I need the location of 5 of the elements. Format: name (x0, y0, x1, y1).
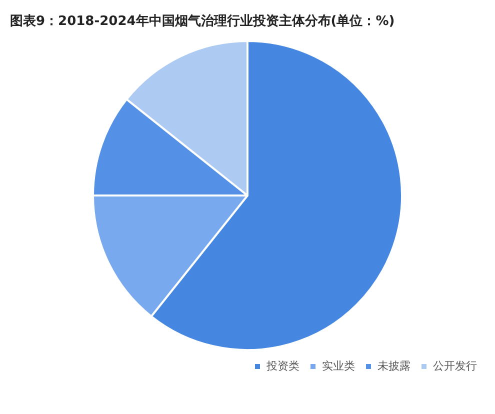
chart-title: 图表9：2018-2024年中国烟气治理行业投资主体分布(单位：%) (9, 12, 396, 31)
legend-label: 未披露 (378, 359, 410, 372)
legend-label: 公开发行 (433, 359, 477, 372)
legend-label: 投资类 (266, 359, 300, 372)
legend-label: 实业类 (322, 359, 355, 372)
